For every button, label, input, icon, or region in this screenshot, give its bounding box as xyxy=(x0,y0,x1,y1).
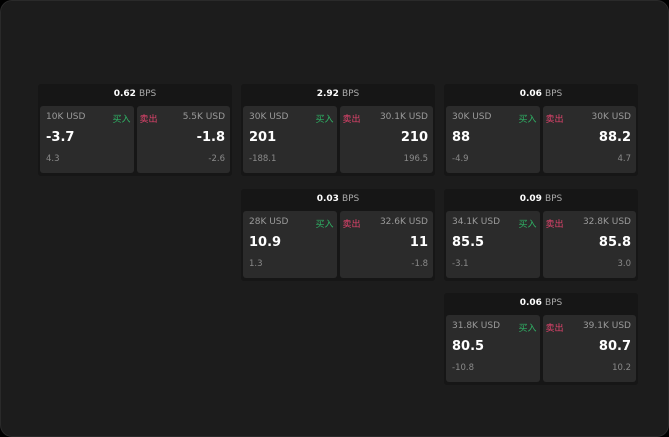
bid-delta: 1.3 xyxy=(249,259,263,269)
spread-unit: BPS xyxy=(341,194,360,204)
sell-cell[interactable]: 卖出 32.6K USD 11 -1.8 xyxy=(339,211,433,278)
spread-value: 0.06 xyxy=(519,298,542,308)
buy-label: 买入 xyxy=(518,220,537,230)
sell-label: 卖出 xyxy=(139,115,158,125)
spread-header: 0.06 BPS xyxy=(444,293,638,313)
ask-delta: 196.5 xyxy=(403,154,428,164)
bid-price: -3.7 xyxy=(46,130,75,145)
price-widget: 2.92 BPS 30K USD 买入 201 -188.1 卖出 30.1K U… xyxy=(241,84,435,176)
price-widget: 0.62 BPS 10K USD 买入 -3.7 4.3 卖出 5.5K USD … xyxy=(38,84,232,176)
sell-cell[interactable]: 卖出 30.1K USD 210 196.5 xyxy=(339,106,433,173)
price-widget: 0.06 BPS 30K USD 买入 88 -4.9 卖出 30K USD 88… xyxy=(444,84,638,176)
bid-size: 34.1K USD xyxy=(452,217,501,227)
ask-delta: -2.6 xyxy=(208,154,225,164)
ask-price: 85.8 xyxy=(598,235,631,250)
sell-label: 卖出 xyxy=(545,324,564,334)
buy-label: 买入 xyxy=(518,324,537,334)
ask-size: 32.6K USD xyxy=(379,217,428,227)
buy-cell[interactable]: 30K USD 买入 201 -188.1 xyxy=(243,106,337,173)
spread-header: 0.03 BPS xyxy=(241,189,435,209)
ask-price: 11 xyxy=(409,235,428,250)
bid-delta: -188.1 xyxy=(249,154,277,164)
sell-label: 卖出 xyxy=(342,220,361,230)
bid-price: 10.9 xyxy=(249,235,282,250)
ask-delta: 3.0 xyxy=(617,259,631,269)
bid-price: 80.5 xyxy=(452,339,485,354)
bid-delta: -4.9 xyxy=(452,154,469,164)
spread-value: 0.09 xyxy=(519,194,542,204)
sell-cell[interactable]: 卖出 39.1K USD 80.7 10.2 xyxy=(542,315,636,382)
price-widget: 0.06 BPS 31.8K USD 买入 80.5 -10.8 卖出 39.1K… xyxy=(444,293,638,385)
spread-header: 0.06 BPS xyxy=(444,84,638,104)
bid-delta: -3.1 xyxy=(452,259,469,269)
buy-cell[interactable]: 28K USD 买入 10.9 1.3 xyxy=(243,211,337,278)
sell-cell[interactable]: 卖出 5.5K USD -1.8 -2.6 xyxy=(136,106,230,173)
spread-unit: BPS xyxy=(341,89,360,99)
buy-label: 买入 xyxy=(112,115,131,125)
ask-size: 32.8K USD xyxy=(582,217,631,227)
ask-delta: -1.8 xyxy=(411,259,428,269)
ask-size: 30K USD xyxy=(591,112,631,122)
spread-unit: BPS xyxy=(544,194,563,204)
buy-label: 买入 xyxy=(315,220,334,230)
ask-price: -1.8 xyxy=(196,130,225,145)
sell-cell[interactable]: 卖出 32.8K USD 85.8 3.0 xyxy=(542,211,636,278)
buy-cell[interactable]: 31.8K USD 买入 80.5 -10.8 xyxy=(446,315,540,382)
bid-delta: 4.3 xyxy=(46,154,60,164)
bid-size: 30K USD xyxy=(249,112,289,122)
ask-price: 80.7 xyxy=(598,339,631,354)
buy-label: 买入 xyxy=(518,115,537,125)
ask-size: 5.5K USD xyxy=(182,112,225,122)
spread-header: 0.09 BPS xyxy=(444,189,638,209)
buy-label: 买入 xyxy=(315,115,334,125)
bid-price: 88 xyxy=(452,130,471,145)
spread-unit: BPS xyxy=(544,298,563,308)
spread-value: 0.03 xyxy=(316,194,339,204)
ask-delta: 4.7 xyxy=(617,154,631,164)
bid-size: 31.8K USD xyxy=(452,321,501,331)
spread-value: 0.62 xyxy=(113,89,136,99)
ask-delta: 10.2 xyxy=(612,363,631,373)
sell-label: 卖出 xyxy=(545,115,564,125)
ask-price: 210 xyxy=(400,130,428,145)
spread-unit: BPS xyxy=(544,89,563,99)
ask-size: 30.1K USD xyxy=(379,112,428,122)
bid-delta: -10.8 xyxy=(452,363,474,373)
bid-size: 30K USD xyxy=(452,112,492,122)
ask-price: 88.2 xyxy=(598,130,631,145)
bid-price: 85.5 xyxy=(452,235,485,250)
spread-value: 2.92 xyxy=(316,89,339,99)
bid-size: 28K USD xyxy=(249,217,289,227)
spread-header: 0.62 BPS xyxy=(38,84,232,104)
buy-cell[interactable]: 10K USD 买入 -3.7 4.3 xyxy=(40,106,134,173)
sell-label: 卖出 xyxy=(342,115,361,125)
spread-unit: BPS xyxy=(138,89,157,99)
bid-price: 201 xyxy=(249,130,277,145)
buy-cell[interactable]: 34.1K USD 买入 85.5 -3.1 xyxy=(446,211,540,278)
bid-size: 10K USD xyxy=(46,112,86,122)
ask-size: 39.1K USD xyxy=(582,321,631,331)
sell-cell[interactable]: 卖出 30K USD 88.2 4.7 xyxy=(542,106,636,173)
price-widget: 0.09 BPS 34.1K USD 买入 85.5 -3.1 卖出 32.8K … xyxy=(444,189,638,281)
spread-header: 2.92 BPS xyxy=(241,84,435,104)
sell-label: 卖出 xyxy=(545,220,564,230)
buy-cell[interactable]: 30K USD 买入 88 -4.9 xyxy=(446,106,540,173)
price-widget: 0.03 BPS 28K USD 买入 10.9 1.3 卖出 32.6K USD… xyxy=(241,189,435,281)
spread-value: 0.06 xyxy=(519,89,542,99)
